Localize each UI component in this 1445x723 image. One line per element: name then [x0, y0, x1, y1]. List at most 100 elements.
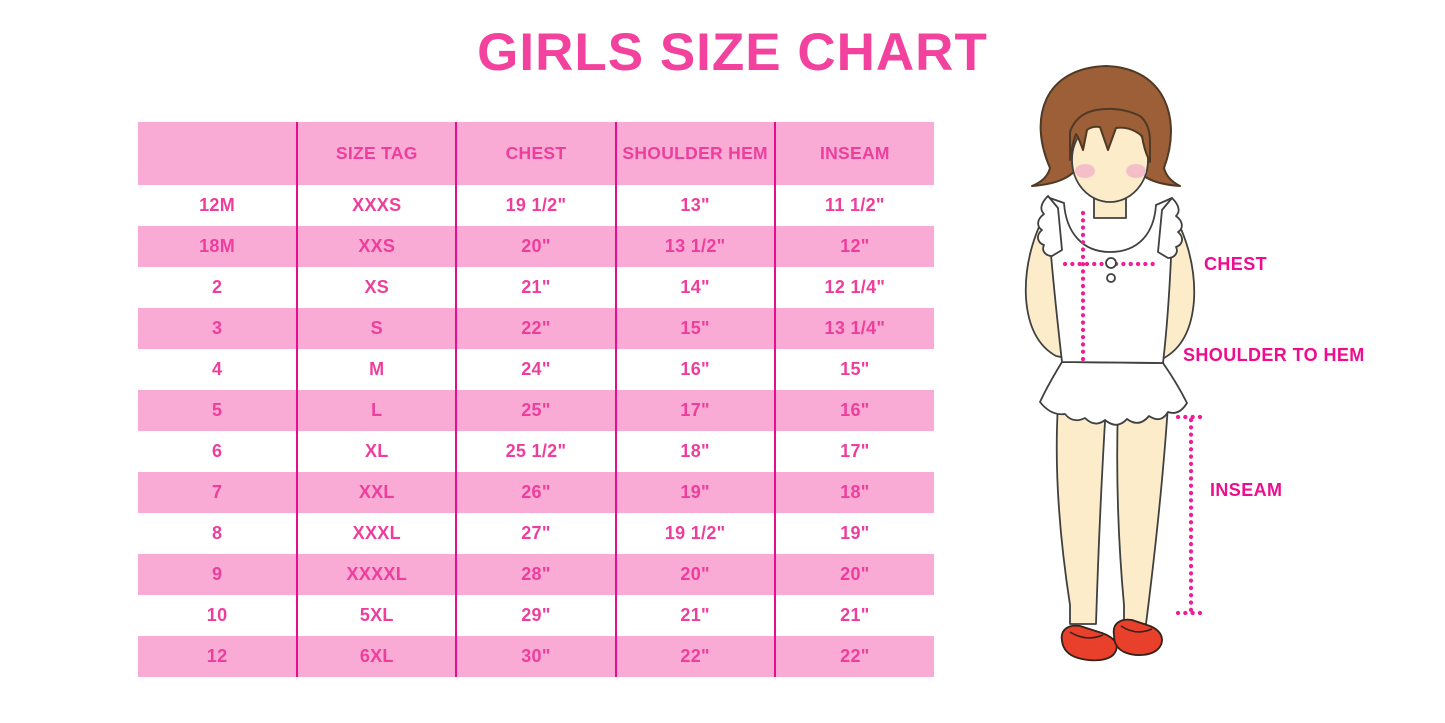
table-cell: 7 — [138, 472, 298, 513]
table-row: 12M XXXS 19 1/2" 13" 11 1/2" — [138, 185, 934, 226]
table-cell: 12 — [138, 636, 298, 677]
table-cell: 20" — [455, 226, 616, 267]
table-row: 8 XXXL 27" 19 1/2" 19" — [138, 513, 934, 554]
right-cheek-blush — [1126, 164, 1146, 178]
left-leg — [1055, 404, 1107, 625]
table-cell: 12 1/4" — [773, 267, 934, 308]
left-shoe — [1060, 624, 1118, 662]
table-cell: 25 1/2" — [455, 431, 616, 472]
table-row: 4 M 24" 16" 15" — [138, 349, 934, 390]
table-cell: XXS — [296, 226, 457, 267]
table-cell: 5XL — [296, 595, 457, 636]
table-cell: 6 — [211, 441, 223, 461]
size-table-body: 12M XXXS 19 1/2" 13" 11 1/2" 18M XXS 20" 13 1/2"… — [138, 185, 934, 677]
table-cell: 19" — [773, 513, 934, 554]
table-cell: 20" — [614, 554, 775, 595]
table-cell: 8 — [211, 523, 223, 543]
table-cell: 9 — [138, 554, 298, 595]
table-cell: 16" — [773, 390, 934, 431]
table-cell: 30" — [455, 636, 616, 677]
table-cell: 12" — [773, 226, 934, 267]
table-cell: S — [296, 308, 457, 349]
table-cell: 15" — [773, 349, 934, 390]
table-row: 10 5XL 29" 21" 21" — [138, 595, 934, 636]
table-row: 6 XL 25 1/2" 18" 17" — [138, 431, 934, 472]
table-cell: 21" — [455, 267, 616, 308]
table-cell: 11 1/2" — [773, 185, 934, 226]
table-cell: XL — [296, 431, 457, 472]
table-cell: 22" — [614, 636, 775, 677]
table-cell: 21" — [614, 595, 775, 636]
left-cheek-blush — [1075, 164, 1095, 178]
top-button-2 — [1106, 273, 1116, 283]
table-cell: 27" — [455, 513, 616, 554]
left-shoe-strap — [1069, 631, 1104, 639]
table-cell: 24" — [455, 349, 616, 390]
page-title: GIRLS SIZE CHART — [477, 23, 988, 82]
column-header: CHEST — [455, 122, 616, 185]
table-cell: 29" — [455, 595, 616, 636]
right-shoe-strap — [1120, 625, 1153, 633]
table-cell: XXXS — [296, 185, 457, 226]
table-cell: 19 1/2" — [614, 513, 775, 554]
table-cell: 17" — [773, 431, 934, 472]
table-cell: XXXL — [296, 513, 457, 554]
column-header: INSEAM — [773, 122, 934, 185]
table-cell: XXL — [296, 472, 457, 513]
table-row: 9 XXXXL 28" 20" 20" — [138, 554, 934, 595]
column-header: SIZE TAG — [296, 122, 457, 185]
bangs — [1069, 107, 1151, 163]
table-cell: 25" — [455, 390, 616, 431]
shoulder-to-hem-label: SHOULDER TO HEM — [1183, 345, 1365, 365]
table-cell: XXXXL — [296, 554, 457, 595]
table-cell: 13 1/2" — [614, 226, 775, 267]
table-cell: XS — [296, 267, 457, 308]
right-shoulder-ruffle — [1157, 197, 1183, 259]
table-cell: 14" — [614, 267, 775, 308]
header-row: SIZE TAG CHEST SHOULDER HEM INSEAM — [138, 122, 934, 185]
inseam-label: INSEAM — [1210, 480, 1282, 500]
table-row: 18M XXS 20" 13 1/2" 12" — [138, 226, 934, 267]
column-header: SHOULDER HEM — [614, 122, 775, 185]
table-cell: 13 1/4" — [773, 308, 934, 349]
top-button-1 — [1105, 257, 1117, 269]
table-cell: 12M — [199, 195, 236, 215]
table-cell: 22" — [455, 308, 616, 349]
table-row: 12 6XL 30" 22" 22" — [138, 636, 934, 677]
table-cell: 5 — [138, 390, 298, 431]
table-row: 7 XXL 26" 19" 18" — [138, 472, 934, 513]
table-cell: 18" — [614, 431, 775, 472]
table-cell: 16" — [614, 349, 775, 390]
left-shoulder-ruffle — [1037, 195, 1063, 257]
size-table-grid: SIZE TAG CHEST SHOULDER HEM INSEAM 12M XXXS 1… — [138, 122, 934, 677]
table-row: 2 XS 21" 14" 12 1/4" — [138, 267, 934, 308]
skirt — [1039, 361, 1188, 426]
column-header — [138, 122, 298, 185]
table-cell: 19" — [614, 472, 775, 513]
table-cell: 21" — [773, 595, 934, 636]
table-cell: 22" — [773, 636, 934, 677]
size-table: SIZE TAG CHEST SHOULDER HEM INSEAM 12M XXXS 1… — [138, 122, 934, 677]
table-cell: 20" — [773, 554, 934, 595]
size-table-head: SIZE TAG CHEST SHOULDER HEM INSEAM — [138, 122, 934, 185]
table-cell: 6XL — [296, 636, 457, 677]
table-cell: 17" — [614, 390, 775, 431]
table-cell: L — [296, 390, 457, 431]
table-cell: 18" — [773, 472, 934, 513]
table-cell: 10 — [206, 605, 228, 625]
table-cell: 13" — [614, 185, 775, 226]
table-cell: 18M — [138, 226, 298, 267]
table-cell: 19 1/2" — [455, 185, 616, 226]
chest-label: CHEST — [1204, 254, 1267, 274]
right-shoe — [1112, 618, 1163, 656]
table-cell: 15" — [614, 308, 775, 349]
table-cell: 2 — [211, 277, 223, 297]
girl-measurement-illustration: CHEST SHOULDER TO HEM INSEAM — [1024, 65, 1365, 662]
table-row: 5 L 25" 17" 16" — [138, 390, 934, 431]
table-cell: 4 — [211, 359, 223, 379]
table-cell: 26" — [455, 472, 616, 513]
table-cell: 28" — [455, 554, 616, 595]
table-row: 3 S 22" 15" 13 1/4" — [138, 308, 934, 349]
right-leg — [1116, 404, 1169, 625]
